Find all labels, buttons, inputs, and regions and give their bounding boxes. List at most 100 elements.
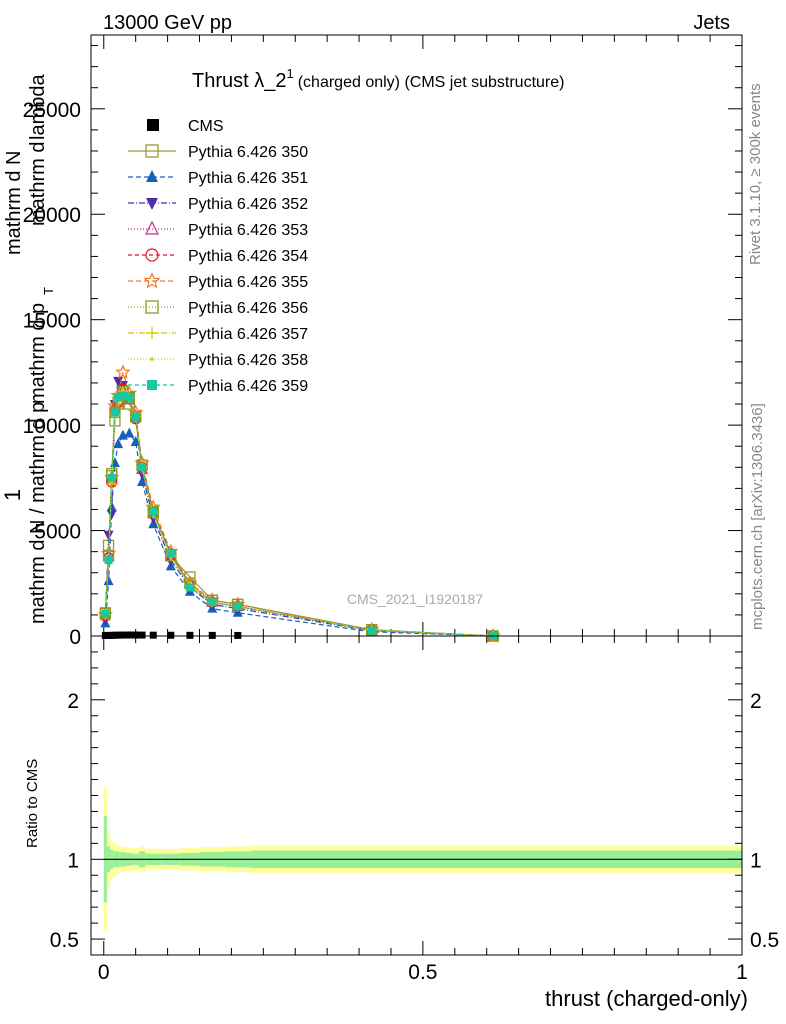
y-label-sub: T — [41, 287, 56, 295]
x-tick-label: 0.5 — [408, 961, 437, 984]
y-label-one: 1 — [0, 489, 25, 501]
data-point — [114, 631, 122, 639]
series-line — [104, 394, 494, 637]
legend-entry: CMS — [147, 118, 224, 135]
x-tick-label: 0 — [98, 961, 110, 984]
marker — [147, 380, 157, 390]
y-label-num-3: mathrm d p — [27, 303, 49, 404]
x-axis-label: thrust (charged-only) — [545, 986, 748, 1011]
y-label-num-4: mathrm d — [27, 142, 49, 226]
data-point — [119, 631, 127, 639]
mcplots-label: mcplots.cern.ch [arXiv:1306.3436] — [749, 403, 766, 630]
legend-entry: Pythia 6.426 356 — [128, 300, 308, 317]
plot-title-rest: (charged only) (CMS jet substructure) — [298, 74, 565, 91]
y-tick-label: 15000 — [23, 310, 81, 333]
marker — [115, 364, 131, 379]
marker — [103, 530, 114, 541]
legend-entry: Pythia 6.426 357 — [128, 326, 308, 343]
marker — [367, 626, 376, 635]
legend-entry: Pythia 6.426 350 — [128, 144, 308, 161]
data-point — [167, 631, 175, 639]
legend-entry: Pythia 6.426 354 — [128, 248, 308, 265]
legend-label: Pythia 6.426 352 — [188, 196, 308, 213]
ratio-y-tick-label-right: 1 — [750, 849, 762, 872]
marker — [113, 438, 124, 449]
marker — [118, 391, 127, 400]
y-tick-label: 0 — [69, 626, 81, 649]
marker — [150, 357, 154, 361]
rivet-label: Rivet 3.1.10, ≥ 300k events — [747, 83, 764, 265]
legend-label: Pythia 6.426 350 — [188, 144, 308, 161]
y-label-num-2: N — [3, 151, 25, 165]
series-line — [104, 432, 494, 637]
legend-entry: Pythia 6.426 358 — [128, 352, 308, 369]
watermark: CMS_2021_I1920187 — [347, 591, 483, 607]
legend-entry: Pythia 6.426 359 — [128, 378, 308, 395]
ratio-y-tick-label: 1 — [67, 849, 79, 872]
ratio-panel: 0 0.5 10.5 0.51 12 2 — [50, 635, 779, 984]
marker — [124, 427, 135, 438]
marker — [149, 507, 158, 516]
legend-label: Pythia 6.426 351 — [188, 170, 308, 187]
data-point — [186, 631, 194, 639]
marker — [130, 435, 141, 446]
marker — [143, 271, 161, 289]
y-label-num-1: mathrm d — [3, 171, 25, 255]
data-point — [234, 631, 242, 639]
x-tick-label: 1 — [736, 961, 748, 984]
legend-label: Pythia 6.426 358 — [188, 352, 308, 369]
ratio-y-tick-label: 2 — [67, 690, 79, 713]
legend-label: CMS — [188, 118, 224, 135]
marker — [166, 549, 175, 558]
data-point — [138, 631, 146, 639]
marker — [145, 144, 159, 158]
y-label-den: mathrm d N / mathrm d p — [27, 402, 49, 624]
header-right: Jets — [693, 12, 730, 34]
marker — [233, 602, 242, 611]
marker — [114, 393, 123, 402]
data-point — [149, 631, 157, 639]
marker — [103, 575, 114, 586]
series-CMS — [101, 631, 242, 639]
marker — [104, 556, 113, 565]
marker — [109, 457, 120, 468]
marker — [146, 170, 158, 182]
ratio-y-tick-label-right: 2 — [750, 690, 762, 713]
legend-entry: Pythia 6.426 352 — [128, 196, 308, 213]
marker — [145, 248, 159, 262]
ratio-frame — [90, 635, 743, 956]
data-point — [125, 631, 133, 639]
marker — [185, 583, 194, 592]
data-point — [132, 631, 140, 639]
legend-label: Pythia 6.426 354 — [188, 248, 308, 265]
marker — [131, 412, 140, 421]
header-left: 13000 GeV pp — [103, 12, 232, 34]
legend: CMS Pythia 6.426 350 Pythia 6.426 351 Pythi… — [128, 118, 308, 395]
y-tick-label: 5000 — [34, 521, 81, 544]
ratio-y-tick-label-right: 0.5 — [750, 929, 779, 952]
legend-label: Pythia 6.426 353 — [188, 222, 308, 239]
legend-entry: Pythia 6.426 351 — [128, 170, 308, 187]
legend-label: Pythia 6.426 359 — [188, 378, 308, 395]
marker — [113, 376, 124, 387]
series-Pythia-6426-359 — [101, 391, 498, 640]
legend-label: Pythia 6.426 356 — [188, 300, 308, 317]
main-panel: 0 5000 10000 15000 20000 25000 — [23, 34, 743, 649]
marker — [106, 509, 117, 520]
marker — [121, 387, 125, 392]
marker — [107, 473, 116, 482]
legend-label: Pythia 6.426 357 — [188, 326, 308, 343]
marker — [137, 476, 148, 487]
marker — [146, 198, 158, 210]
marker — [145, 220, 159, 235]
marker — [125, 393, 134, 402]
marker — [138, 463, 147, 472]
marker — [110, 408, 119, 417]
y-tick-label: 10000 — [23, 415, 81, 438]
plot-title-main: Thrust λ_2 — [192, 70, 286, 92]
ratio-y-tick-label: 0.5 — [50, 929, 79, 952]
data-point — [208, 631, 216, 639]
marker — [208, 598, 217, 607]
legend-marker — [147, 119, 159, 131]
y-tick-label: 25000 — [23, 99, 81, 122]
